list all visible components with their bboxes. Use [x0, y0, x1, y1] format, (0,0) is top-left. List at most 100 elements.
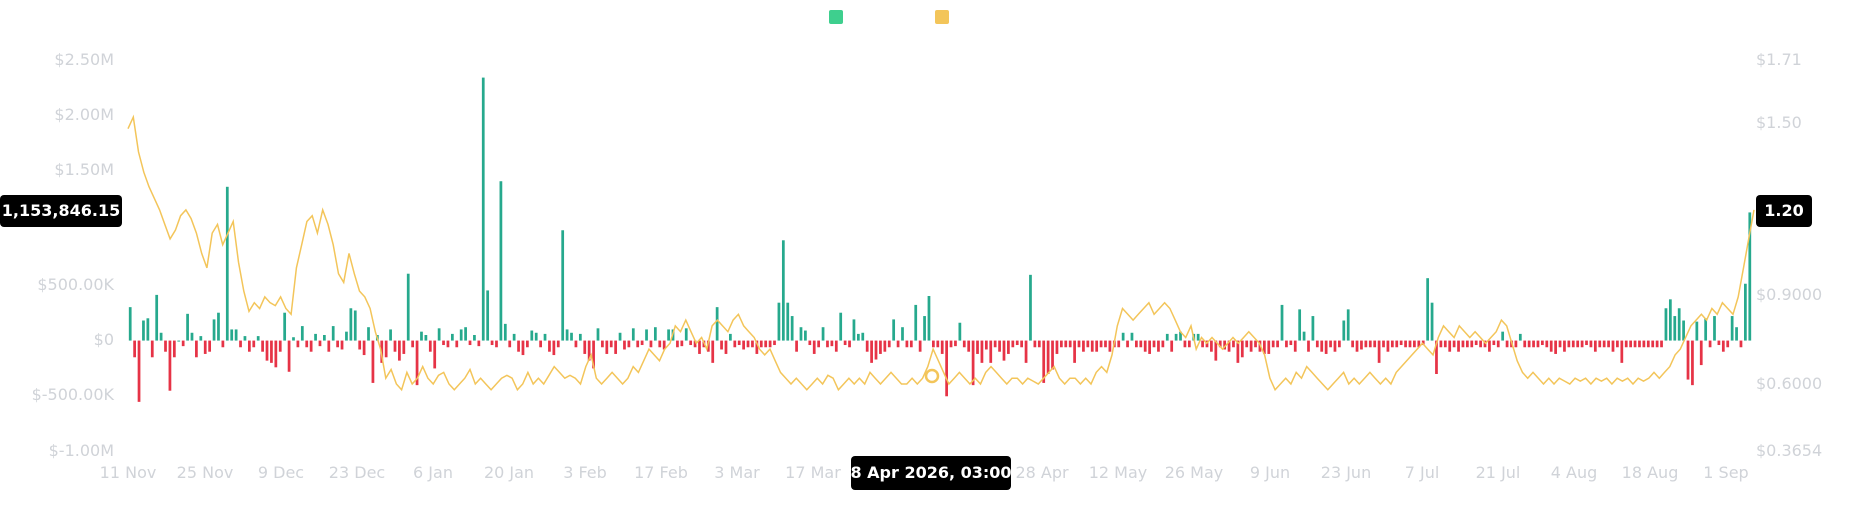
bar — [1267, 340, 1271, 354]
bar — [1086, 340, 1090, 348]
bar — [1571, 340, 1575, 348]
bar — [989, 340, 993, 363]
bar — [164, 340, 167, 352]
bar — [287, 340, 291, 372]
bar — [715, 307, 719, 341]
bar — [503, 323, 507, 341]
bar — [270, 340, 273, 363]
bar — [1210, 340, 1213, 352]
bar — [1351, 340, 1354, 348]
bar-series — [128, 77, 1752, 402]
bar — [883, 340, 887, 352]
bar — [486, 290, 490, 341]
bar — [1157, 340, 1160, 352]
bar — [940, 340, 944, 354]
bar — [142, 320, 145, 341]
bar — [512, 333, 516, 341]
bar — [768, 340, 772, 348]
bar — [1496, 340, 1500, 348]
bar — [839, 312, 843, 341]
bar — [887, 340, 891, 348]
bar — [1708, 340, 1712, 348]
bar — [1589, 340, 1593, 348]
bar — [1465, 340, 1469, 348]
bar — [1046, 340, 1050, 374]
bar — [556, 340, 560, 348]
left-badge-text: 1,153,846.15 — [2, 201, 120, 220]
bar — [433, 340, 437, 369]
bar — [208, 340, 212, 352]
bar — [1598, 340, 1602, 348]
bar — [720, 340, 723, 350]
bar — [605, 340, 609, 354]
bar — [1488, 340, 1491, 352]
yellow-square-icon[interactable] — [935, 10, 949, 24]
bar — [561, 230, 565, 341]
bar — [1607, 340, 1610, 348]
bar — [1646, 340, 1650, 348]
bar — [711, 340, 715, 363]
date-badge-bg — [851, 456, 1011, 490]
bar — [909, 340, 913, 348]
bar — [693, 340, 697, 348]
bar — [1298, 309, 1302, 341]
bar — [781, 240, 785, 341]
x-tick: 11 Nov — [100, 463, 157, 482]
bar — [759, 340, 763, 348]
x-tick: 9 Jun — [1250, 463, 1290, 482]
bar — [1655, 340, 1659, 348]
bar — [706, 340, 710, 352]
bar — [172, 340, 176, 358]
bar — [1620, 340, 1624, 363]
bar — [1187, 340, 1191, 348]
bar — [1668, 299, 1672, 341]
bar — [565, 329, 569, 341]
bar — [1183, 340, 1187, 348]
bar — [874, 340, 878, 360]
bar — [1161, 340, 1165, 348]
bar — [225, 186, 229, 341]
bar — [662, 340, 666, 350]
bar — [879, 340, 882, 354]
bar — [636, 340, 640, 348]
bar — [331, 326, 335, 341]
bar — [150, 340, 154, 358]
bar — [415, 340, 419, 386]
bar — [543, 333, 547, 341]
bar — [804, 330, 807, 341]
bar — [195, 340, 198, 358]
bar — [1077, 340, 1081, 348]
y-left-tick: $-1.00M — [49, 441, 114, 460]
bar — [1660, 340, 1663, 348]
bar — [1254, 340, 1257, 348]
bar — [1064, 340, 1068, 348]
bar — [927, 296, 931, 341]
bar — [1024, 340, 1028, 363]
bar — [1633, 340, 1637, 348]
left-badge-bg — [0, 195, 122, 227]
bar — [1346, 309, 1350, 341]
bar — [133, 340, 136, 358]
bar — [1108, 340, 1112, 352]
bar — [914, 304, 918, 341]
bar — [1170, 340, 1174, 352]
bar — [296, 340, 300, 348]
green-square-icon[interactable] — [829, 10, 843, 24]
bar — [1095, 340, 1099, 352]
bar — [1135, 340, 1138, 348]
bar — [1011, 340, 1015, 348]
bar — [786, 302, 790, 341]
bar — [1479, 340, 1482, 348]
bar — [137, 340, 141, 402]
bar — [1377, 340, 1381, 363]
bar — [1748, 212, 1752, 341]
bar — [1029, 274, 1032, 341]
bar — [1285, 340, 1288, 348]
bar — [530, 330, 534, 341]
bar — [1448, 340, 1452, 352]
bar — [526, 340, 529, 348]
bar — [1576, 340, 1580, 348]
bar — [1271, 340, 1275, 348]
bar — [1174, 333, 1178, 341]
